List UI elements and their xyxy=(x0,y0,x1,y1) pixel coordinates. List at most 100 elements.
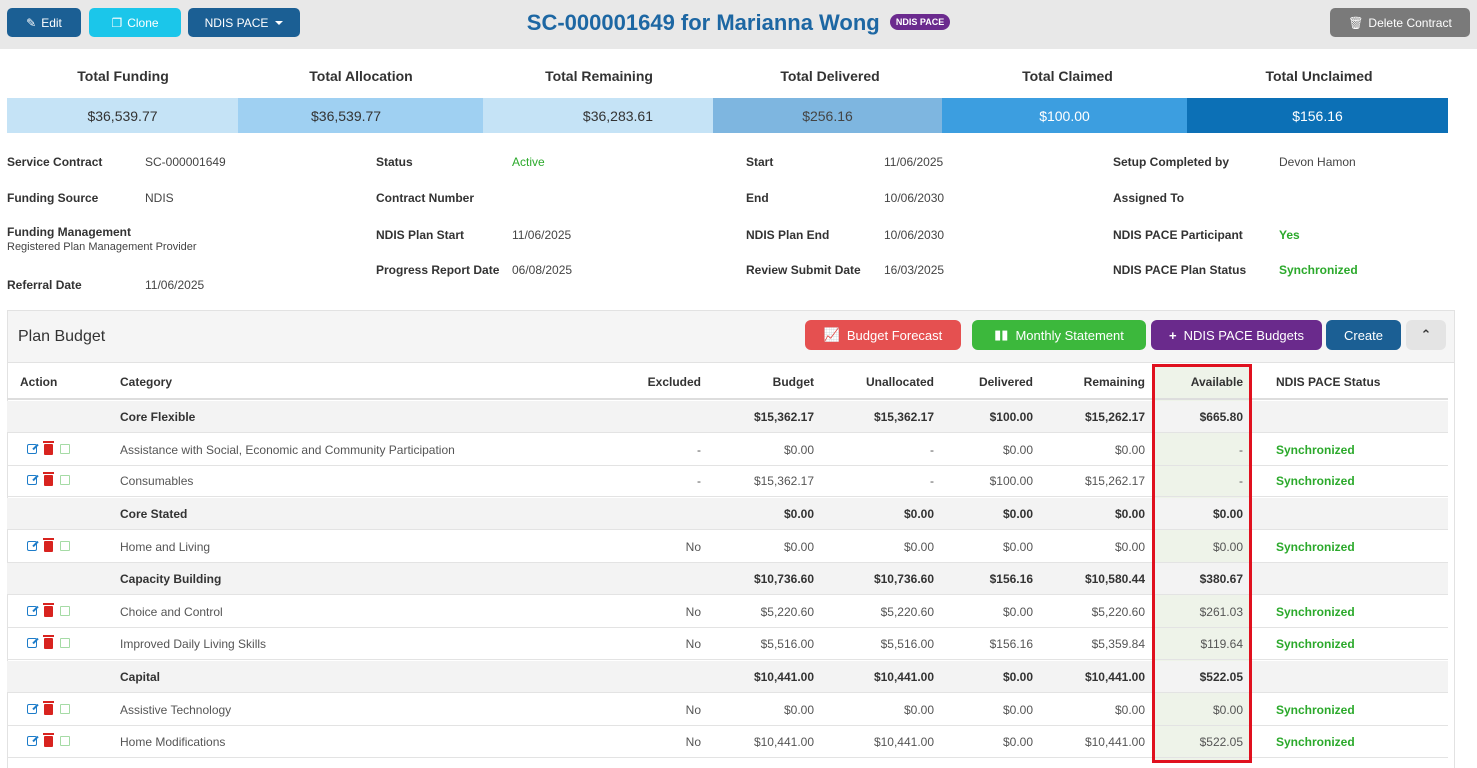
ndis-plan-end-label: NDIS Plan End xyxy=(746,228,830,242)
cell-available: $522.05 xyxy=(1199,670,1243,684)
trash-icon[interactable] xyxy=(43,603,54,617)
total-remaining-label: Total Remaining xyxy=(545,68,653,84)
cell-budget: $10,736.60 xyxy=(753,572,814,586)
calendar-icon[interactable] xyxy=(60,606,70,616)
edit-icon[interactable] xyxy=(27,638,37,648)
cell-budget: $15,362.17 xyxy=(753,474,814,488)
trash-icon[interactable] xyxy=(43,701,54,715)
edit-icon[interactable] xyxy=(27,541,37,551)
cell-unallocated: $0.00 xyxy=(903,507,934,521)
edit-icon[interactable] xyxy=(27,606,37,616)
cell-budget: $15,362.17 xyxy=(753,410,814,424)
cell-available: $380.67 xyxy=(1199,572,1243,586)
cell-remaining: $10,441.00 xyxy=(1084,735,1145,749)
calendar-icon[interactable] xyxy=(60,704,70,714)
col-category: Category xyxy=(120,375,173,389)
total-allocation-label: Total Allocation xyxy=(309,68,413,84)
create-label: Create xyxy=(1343,327,1384,343)
calendar-icon[interactable] xyxy=(60,475,70,485)
top-toolbar: ✎ Edit ❐ Clone NDIS PACE SC-000001649 fo… xyxy=(0,0,1477,49)
calendar-icon[interactable] xyxy=(60,638,70,648)
edit-icon[interactable] xyxy=(27,736,37,746)
cell-excluded: No xyxy=(685,605,701,619)
trash-icon[interactable] xyxy=(43,441,54,455)
cell-delivered: $100.00 xyxy=(989,410,1033,424)
monthly-statement-button[interactable]: ▮▮ Monthly Statement xyxy=(972,320,1146,350)
cell-remaining: $0.00 xyxy=(1114,507,1145,521)
trash-icon[interactable] xyxy=(43,538,54,552)
calendar-icon[interactable] xyxy=(60,541,70,551)
col-available: Available xyxy=(1190,375,1243,389)
cell-delivered: $156.16 xyxy=(989,637,1033,651)
edit-icon[interactable] xyxy=(27,704,37,714)
cell-category: Assistance with Social, Economic and Com… xyxy=(120,443,455,457)
ndis-pace-dropdown[interactable]: NDIS PACE xyxy=(188,8,300,37)
total-unclaimed-value: $156.16 xyxy=(1187,98,1448,133)
table-group-row: Core Flexible $15,362.17 $15,362.17 $100.00… xyxy=(7,401,1448,433)
funding-source-value: NDIS xyxy=(145,191,174,205)
cell-excluded: No xyxy=(685,735,701,749)
cell-category: Home Modifications xyxy=(120,735,226,749)
edit-button[interactable]: ✎ Edit xyxy=(7,8,81,37)
edit-icon[interactable] xyxy=(27,444,37,454)
create-button[interactable]: Create xyxy=(1326,320,1401,350)
pace-participant-value: Yes xyxy=(1279,228,1300,242)
collapse-button[interactable]: ⌃ xyxy=(1406,320,1446,350)
cell-budget: $0.00 xyxy=(783,540,814,554)
start-label: Start xyxy=(746,155,774,169)
page-title: SC-000001649 for Marianna Wong NDIS PACE xyxy=(0,10,1477,36)
cell-excluded: - xyxy=(697,443,701,457)
calendar-icon[interactable] xyxy=(60,444,70,454)
caret-down-icon xyxy=(275,20,284,25)
ndis-pace-budgets-button[interactable]: + NDIS PACE Budgets xyxy=(1151,320,1322,350)
referral-date-label: Referral Date xyxy=(7,278,82,292)
cell-unallocated: $10,441.00 xyxy=(873,735,934,749)
cell-delivered: $100.00 xyxy=(989,474,1033,488)
table-row: Consumables - $15,362.17 - $100.00 $15,262.17… xyxy=(7,465,1448,497)
cell-category: Consumables xyxy=(120,474,194,488)
cell-remaining: $10,580.44 xyxy=(1084,572,1145,586)
col-action: Action xyxy=(20,375,58,389)
cell-ndis-pace-status: Synchronized xyxy=(1276,637,1355,651)
budget-forecast-button[interactable]: 📈 Budget Forecast xyxy=(805,320,961,350)
cell-unallocated: $10,441.00 xyxy=(873,670,934,684)
total-funding-label: Total Funding xyxy=(77,68,169,84)
contract-number-label: Contract Number xyxy=(376,191,475,205)
edit-icon[interactable] xyxy=(27,475,37,485)
total-delivered-label: Total Delivered xyxy=(780,68,880,84)
clone-icon: ❐ xyxy=(111,15,123,30)
page-title-text: SC-000001649 for Marianna Wong xyxy=(526,10,880,35)
trash-icon[interactable] xyxy=(43,733,54,747)
plan-budget-panel: Plan Budget 📈 Budget Forecast ▮▮ Monthly… xyxy=(7,310,1455,768)
row-actions xyxy=(27,472,70,486)
review-submit-date-value: 16/03/2025 xyxy=(884,263,945,277)
totals-value-row: $36,539.77 $36,539.77 $36,283.61 $256.16… xyxy=(7,98,1448,133)
trash-icon[interactable] xyxy=(43,472,54,486)
available-column-highlight-box xyxy=(1152,364,1252,763)
end-value: 10/06/2030 xyxy=(884,191,945,205)
service-contract-label: Service Contract xyxy=(7,155,103,169)
progress-report-date-label: Progress Report Date xyxy=(376,263,500,277)
clone-button[interactable]: ❐ Clone xyxy=(89,8,181,37)
edit-icon: ✎ xyxy=(26,15,37,30)
trash-icon[interactable] xyxy=(43,635,54,649)
ndis-plan-start-value: 11/06/2025 xyxy=(512,228,572,242)
pace-participant-label: NDIS PACE Participant xyxy=(1113,228,1243,242)
calendar-icon[interactable] xyxy=(60,736,70,746)
col-budget: Budget xyxy=(772,375,814,389)
row-actions xyxy=(27,538,70,552)
status-label: Status xyxy=(376,155,413,169)
row-actions xyxy=(27,635,70,649)
delete-contract-button[interactable]: 🗑 Delete Contract xyxy=(1330,8,1470,37)
clone-button-label: Clone xyxy=(127,15,159,30)
cell-excluded: No xyxy=(685,703,701,717)
cell-category: Capital xyxy=(120,670,161,684)
row-actions xyxy=(27,441,70,455)
cell-budget: $5,516.00 xyxy=(760,637,814,651)
cell-available: $119.64 xyxy=(1200,637,1244,651)
row-actions xyxy=(27,733,70,747)
cell-budget: $10,441.00 xyxy=(753,735,814,749)
cell-available: - xyxy=(1239,474,1243,488)
cell-budget: $5,220.60 xyxy=(760,605,814,619)
total-claimed-label: Total Claimed xyxy=(1022,68,1113,84)
